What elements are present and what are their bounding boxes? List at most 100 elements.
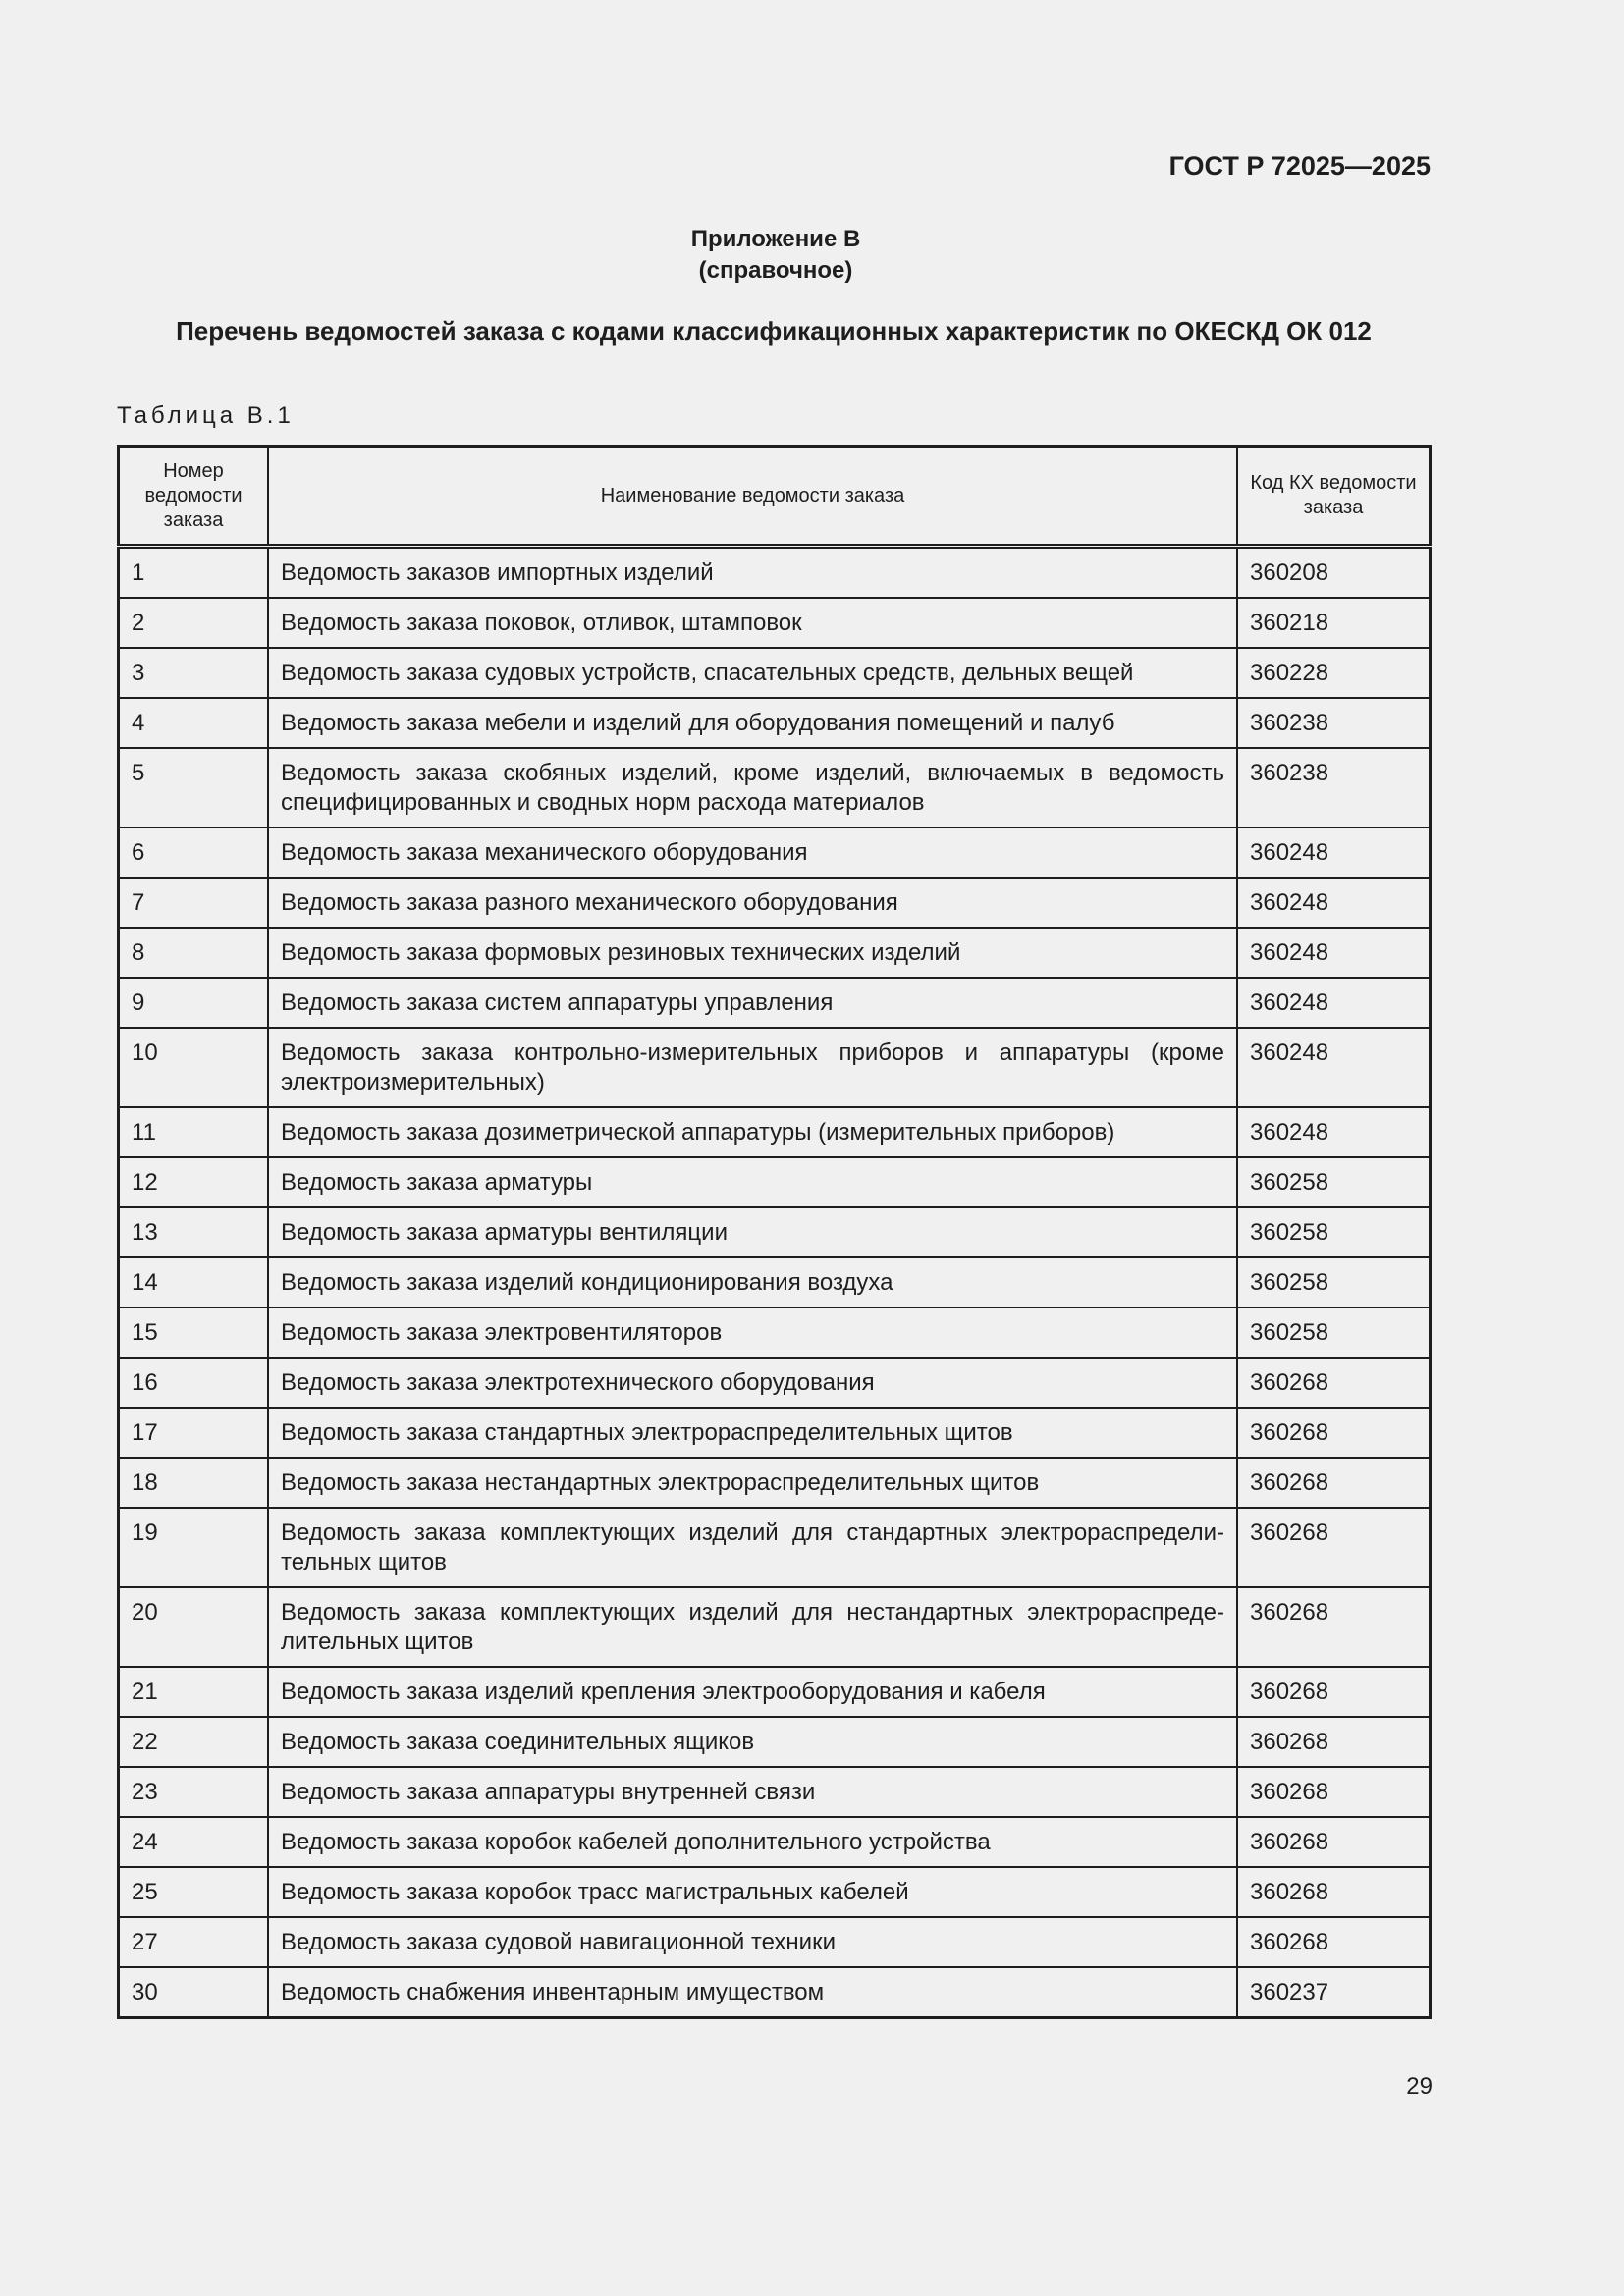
- row-code: 360248: [1236, 827, 1432, 879]
- row-number: 22: [117, 1716, 269, 1768]
- row-name: Ведомость заказов импортных изделий: [267, 545, 1238, 599]
- row-number: 25: [117, 1866, 269, 1918]
- row-code: 360268: [1236, 1407, 1432, 1459]
- table-row: 17 Ведомость заказа стандартных электрора…: [117, 1407, 1432, 1459]
- row-number: 24: [117, 1816, 269, 1868]
- row-name: Ведомость заказа разного механического о…: [267, 877, 1238, 929]
- row-code: 360248: [1236, 1106, 1432, 1158]
- row-name: Ведомость заказа поковок, отливок, штамп…: [267, 597, 1238, 649]
- row-code: 360237: [1236, 1966, 1432, 2019]
- row-number: 16: [117, 1357, 269, 1409]
- row-number: 3: [117, 647, 269, 699]
- row-code: 360228: [1236, 647, 1432, 699]
- row-name: Ведомость заказа формовых резиновых техн…: [267, 927, 1238, 979]
- row-code: 360258: [1236, 1256, 1432, 1308]
- row-code: 360268: [1236, 1457, 1432, 1509]
- document-title: Перечень ведомостей заказа с кодами клас…: [176, 316, 1372, 346]
- row-number: 30: [117, 1966, 269, 2019]
- row-code: 360268: [1236, 1766, 1432, 1818]
- row-name: Ведомость заказа арматуры: [267, 1156, 1238, 1208]
- row-name: Ведомость заказа нестандартных электрора…: [267, 1457, 1238, 1509]
- table-row: 19 Ведомость заказа комплектующих изделий…: [117, 1507, 1432, 1588]
- row-name: Ведомость заказа мебели и изделий для об…: [267, 697, 1238, 749]
- table-row: 4 Ведомость заказа мебели и изделий для о…: [117, 697, 1432, 749]
- row-code: 360258: [1236, 1156, 1432, 1208]
- row-name: Ведомость заказа комплектующих изделий д…: [267, 1507, 1238, 1588]
- table-row: 23 Ведомость заказа аппаратуры внутренней…: [117, 1766, 1432, 1818]
- table-row: 1 Ведомость заказов импортных изделий 3602…: [117, 545, 1432, 599]
- column-header-number: Номер ведомости заказа: [117, 445, 269, 548]
- table-row: 15 Ведомость заказа электровентиляторов 36…: [117, 1307, 1432, 1359]
- table-row: 18 Ведомость заказа нестандартных электро…: [117, 1457, 1432, 1509]
- table-row: 27 Ведомость заказа судовой навигационной…: [117, 1916, 1432, 1968]
- row-name: Ведомость заказа арматуры вентиляции: [267, 1206, 1238, 1258]
- row-name: Ведомость заказа электровентиляторов: [267, 1307, 1238, 1359]
- row-number: 23: [117, 1766, 269, 1818]
- table-row: 12 Ведомость заказа арматуры 360258: [117, 1156, 1432, 1208]
- table-label: Таблица В.1: [117, 402, 295, 429]
- row-number: 6: [117, 827, 269, 879]
- appendix-title: Приложение В: [690, 226, 861, 252]
- table-row: 21 Ведомость заказа изделий крепления эле…: [117, 1666, 1432, 1718]
- row-name: Ведомость заказа коробок трасс магистрал…: [267, 1866, 1238, 1918]
- row-code: 360248: [1236, 927, 1432, 979]
- row-code: 360258: [1236, 1307, 1432, 1359]
- table-row: 20 Ведомость заказа комплектующих изделий…: [117, 1586, 1432, 1668]
- row-code: 360268: [1236, 1586, 1432, 1668]
- table-row: 3 Ведомость заказа судовых устройств, спа…: [117, 647, 1432, 699]
- row-number: 10: [117, 1027, 269, 1108]
- row-code: 360268: [1236, 1716, 1432, 1768]
- row-number: 11: [117, 1106, 269, 1158]
- row-name: Ведомость заказа стандартных электрорасп…: [267, 1407, 1238, 1459]
- table-header-row: Номер ведомости заказа Наименование ведо…: [117, 445, 1432, 548]
- table-row: 2 Ведомость заказа поковок, отливок, штам…: [117, 597, 1432, 649]
- table-row: 8 Ведомость заказа формовых резиновых тех…: [117, 927, 1432, 979]
- table-row: 25 Ведомость заказа коробок трасс магистр…: [117, 1866, 1432, 1918]
- row-name: Ведомость заказа изделий крепления элект…: [267, 1666, 1238, 1718]
- row-name: Ведомость заказа аппаратуры внутренней с…: [267, 1766, 1238, 1818]
- row-code: 360268: [1236, 1507, 1432, 1588]
- row-number: 17: [117, 1407, 269, 1459]
- row-code: 360268: [1236, 1357, 1432, 1409]
- row-number: 8: [117, 927, 269, 979]
- row-name: Ведомость заказа судовой навигационной т…: [267, 1916, 1238, 1968]
- row-number: 14: [117, 1256, 269, 1308]
- row-number: 27: [117, 1916, 269, 1968]
- orders-table: Номер ведомости заказа Наименование ведо…: [117, 445, 1432, 2019]
- row-number: 12: [117, 1156, 269, 1208]
- table-row: 5 Ведомость заказа скобяных изделий, кром…: [117, 747, 1432, 828]
- row-number: 7: [117, 877, 269, 929]
- row-code: 360208: [1236, 545, 1432, 599]
- row-name: Ведомость заказа скобяных изделий, кроме…: [267, 747, 1238, 828]
- row-number: 19: [117, 1507, 269, 1588]
- row-number: 15: [117, 1307, 269, 1359]
- column-header-name: Наименование ведомости заказа: [267, 445, 1238, 548]
- table-row: 10 Ведомость заказа контрольно-измеритель…: [117, 1027, 1432, 1108]
- row-code: 360268: [1236, 1816, 1432, 1868]
- row-code: 360268: [1236, 1666, 1432, 1718]
- row-name: Ведомость заказа электротехнического обо…: [267, 1357, 1238, 1409]
- row-name: Ведомость заказа соединительных ящиков: [267, 1716, 1238, 1768]
- row-name: Ведомость заказа судовых устройств, спас…: [267, 647, 1238, 699]
- table-row: 9 Ведомость заказа систем аппаратуры упра…: [117, 977, 1432, 1029]
- table-row: 6 Ведомость заказа механического оборудов…: [117, 827, 1432, 879]
- row-code: 360248: [1236, 977, 1432, 1029]
- row-number: 1: [117, 545, 269, 599]
- row-code: 360248: [1236, 877, 1432, 929]
- row-code: 360258: [1236, 1206, 1432, 1258]
- row-number: 5: [117, 747, 269, 828]
- row-number: 20: [117, 1586, 269, 1668]
- row-name: Ведомость заказа коробок кабелей дополни…: [267, 1816, 1238, 1868]
- table-row: 13 Ведомость заказа арматуры вентиляции 36…: [117, 1206, 1432, 1258]
- row-code: 360268: [1236, 1866, 1432, 1918]
- row-number: 9: [117, 977, 269, 1029]
- table-row: 22 Ведомость заказа соединительных ящиков…: [117, 1716, 1432, 1768]
- row-name: Ведомость заказа дозиметрической аппарат…: [267, 1106, 1238, 1158]
- row-code: 360268: [1236, 1916, 1432, 1968]
- table-row: 11 Ведомость заказа дозиметрической аппар…: [117, 1106, 1432, 1158]
- row-code: 360238: [1236, 747, 1432, 828]
- row-name: Ведомость заказа изделий кондиционирован…: [267, 1256, 1238, 1308]
- row-name: Ведомость заказа систем аппаратуры управ…: [267, 977, 1238, 1029]
- table-row: 24 Ведомость заказа коробок кабелей допол…: [117, 1816, 1432, 1868]
